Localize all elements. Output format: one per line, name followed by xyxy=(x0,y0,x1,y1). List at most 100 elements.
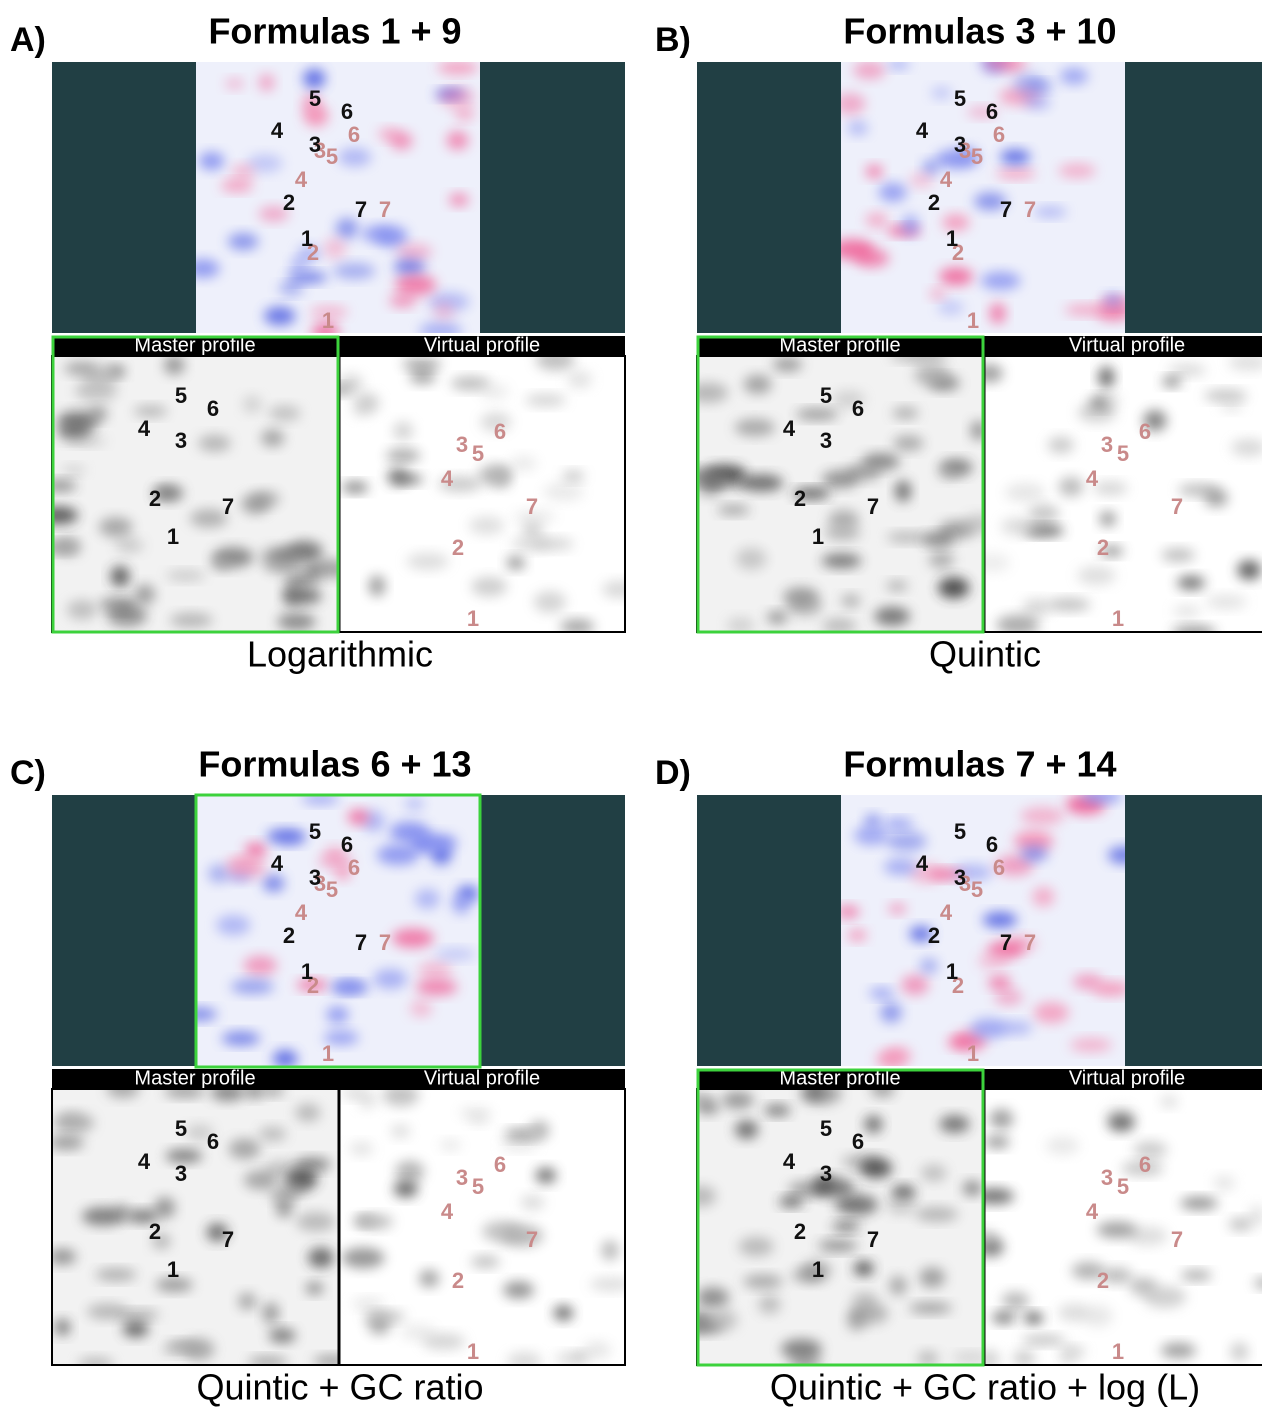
overlay-virtual-spot: 7 xyxy=(1024,930,1036,955)
spot-blob xyxy=(853,825,890,846)
spot-blob xyxy=(451,894,472,914)
panel-title: Formulas 7 + 14 xyxy=(843,744,1116,785)
spot-blob xyxy=(939,1115,970,1133)
spot-blob xyxy=(1071,1262,1106,1280)
spot-blob xyxy=(335,217,359,239)
spot-blob xyxy=(308,1247,334,1268)
overlay-virtual-spot: 4 xyxy=(295,900,308,925)
spot-blob xyxy=(286,271,328,284)
spot-blob xyxy=(347,809,370,825)
spot-blob xyxy=(1020,806,1065,826)
spot-blob xyxy=(553,1305,574,1321)
spot-blob xyxy=(883,818,914,829)
spot-blob xyxy=(987,976,1012,989)
spot-blob xyxy=(525,394,567,407)
virtual-spot: 5 xyxy=(1117,1174,1129,1199)
spot-blob xyxy=(155,1278,193,1292)
spot-blob xyxy=(929,868,964,880)
overlay-virtual-spot: 3 xyxy=(959,138,971,163)
spot-blob xyxy=(726,617,755,632)
spot-blob xyxy=(253,490,281,507)
spot-blob xyxy=(183,1338,215,1361)
overlay-virtual-spot: 1 xyxy=(322,1041,334,1066)
overlay-virtual-spot: 3 xyxy=(314,138,326,163)
spot-blob xyxy=(53,1113,95,1133)
spot-blob xyxy=(738,1236,774,1257)
gel-image xyxy=(340,356,625,632)
overlay-master-spot: 6 xyxy=(986,99,998,124)
spot-blob xyxy=(928,550,955,569)
master-spot: 3 xyxy=(820,1161,832,1186)
spot-blob xyxy=(717,504,750,516)
spot-blob xyxy=(874,606,911,626)
gel-image xyxy=(340,1089,625,1365)
spot-blob xyxy=(438,476,482,492)
spot-blob xyxy=(243,955,278,976)
spot-blob xyxy=(800,1260,832,1282)
spot-blob xyxy=(890,356,922,362)
spot-blob xyxy=(82,365,120,383)
spot-blob xyxy=(309,306,349,318)
spot-blob xyxy=(479,383,509,400)
spot-blob xyxy=(469,516,505,535)
spot-blob xyxy=(303,104,329,127)
spot-blob xyxy=(110,565,130,587)
spot-blob xyxy=(1058,1304,1091,1322)
master-spot: 6 xyxy=(207,1129,219,1154)
spot-blob xyxy=(52,506,79,525)
master-spot: 5 xyxy=(175,1116,187,1141)
spot-blob xyxy=(995,855,1034,876)
spot-blob xyxy=(106,604,148,627)
spot-blob xyxy=(385,449,421,463)
spot-blob xyxy=(358,1090,377,1109)
spot-blob xyxy=(709,1309,738,1331)
master-spot: 5 xyxy=(175,383,187,408)
spot-blob xyxy=(275,1197,293,1218)
spot-blob xyxy=(869,987,895,999)
spot-blob xyxy=(341,1247,385,1269)
spot-blob xyxy=(1228,356,1262,371)
master-label: Master profile xyxy=(779,334,900,356)
spot-blob xyxy=(892,407,919,419)
spot-blob xyxy=(77,1357,114,1365)
spot-blob xyxy=(1058,477,1084,497)
spot-blob xyxy=(1080,795,1123,804)
spot-blob xyxy=(394,274,437,296)
spot-blob xyxy=(152,487,173,498)
overlay-virtual-spot: 5 xyxy=(326,144,338,169)
virtual-spot: 2 xyxy=(452,535,464,560)
gel-image xyxy=(697,1089,983,1365)
spot-blob xyxy=(832,390,866,409)
spot-blob xyxy=(393,257,426,276)
spot-blob xyxy=(1013,830,1054,852)
spot-blob xyxy=(847,929,867,942)
spot-blob xyxy=(244,842,267,858)
spot-blob xyxy=(163,356,185,375)
spot-blob xyxy=(1012,1350,1036,1365)
spot-blob xyxy=(419,1269,440,1288)
spot-blob xyxy=(865,212,889,228)
overlay-virtual-spot: 4 xyxy=(295,167,308,192)
overlay-master-spot: 7 xyxy=(355,197,367,222)
overlay-master-spot: 2 xyxy=(283,190,295,215)
spot-blob xyxy=(52,479,77,492)
spot-blob xyxy=(1180,1270,1212,1281)
spot-blob xyxy=(297,245,321,263)
spot-blob xyxy=(61,465,86,476)
spot-blob xyxy=(471,576,508,597)
spot-blob xyxy=(970,420,983,441)
spot-blob xyxy=(404,797,425,811)
overlay-master-spot: 3 xyxy=(309,865,321,890)
master-spot: 7 xyxy=(867,494,879,519)
spot-blob xyxy=(1045,1136,1080,1155)
spot-blob xyxy=(333,263,376,279)
spot-blob xyxy=(510,456,537,471)
spot-blob xyxy=(938,577,970,599)
spot-blob xyxy=(400,1324,437,1340)
master-label: Master profile xyxy=(779,1067,900,1089)
panel-caption: Quintic xyxy=(929,634,1041,675)
spot-blob xyxy=(220,180,254,192)
spot-blob xyxy=(198,434,231,452)
gel-image xyxy=(196,62,480,333)
spot-blob xyxy=(817,1239,858,1252)
